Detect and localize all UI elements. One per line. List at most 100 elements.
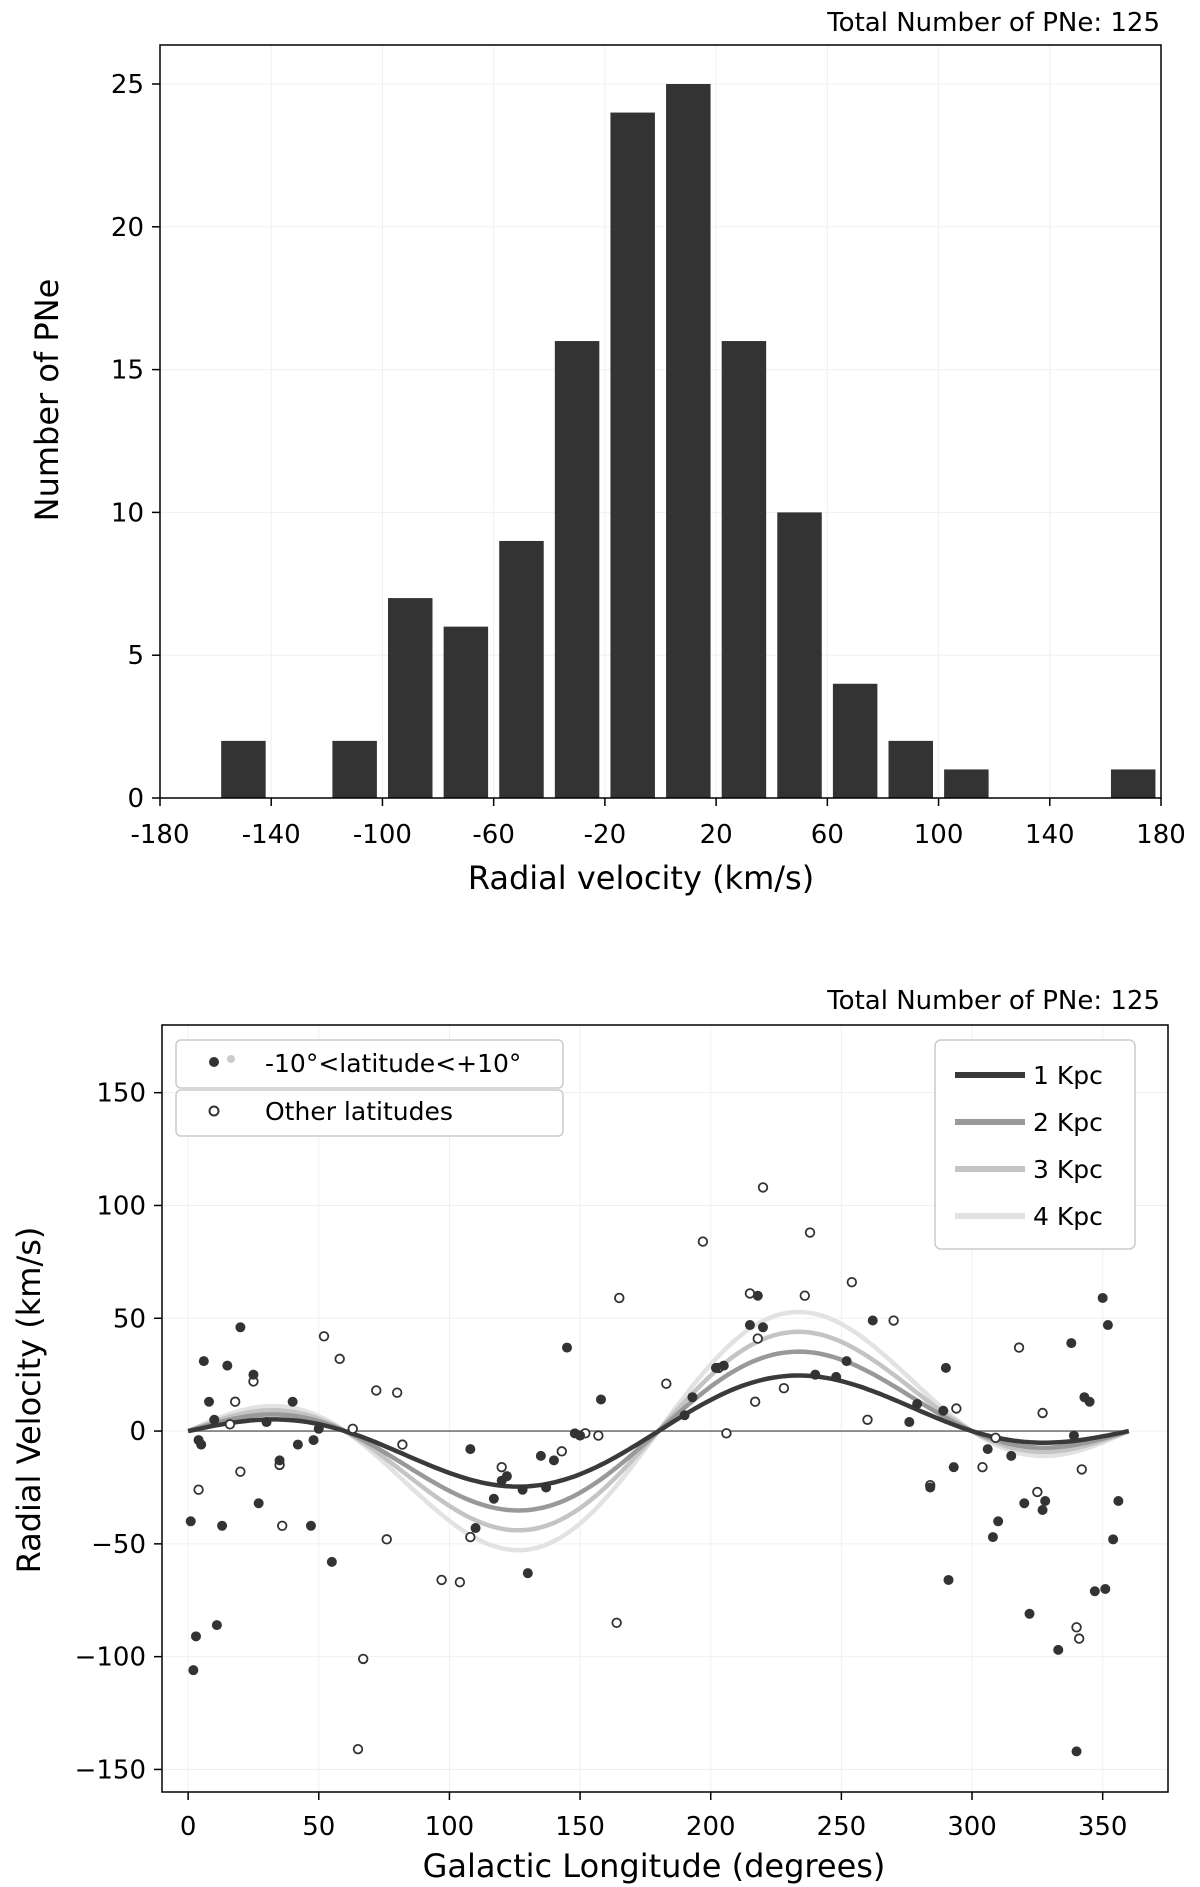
open-point bbox=[749, 1396, 761, 1407]
scatter-y-tick-label: 50 bbox=[113, 1304, 146, 1334]
open-point bbox=[556, 1446, 567, 1457]
filled-point bbox=[222, 1360, 233, 1371]
open-point bbox=[752, 1333, 763, 1344]
scatter-y-tick-label: −50 bbox=[91, 1530, 146, 1560]
open-point bbox=[318, 1331, 330, 1342]
hist-bar bbox=[944, 769, 989, 798]
scatter-x-tick-label: 300 bbox=[947, 1812, 997, 1842]
open-point bbox=[1071, 1622, 1082, 1633]
filled-point bbox=[1113, 1495, 1124, 1506]
rotation-curve-1-kpc bbox=[187, 1373, 1130, 1489]
scatter-x-tick-label: 0 bbox=[180, 1812, 197, 1842]
filled-point bbox=[274, 1455, 285, 1466]
scatter-total-note: Total Number of PNe: 125 bbox=[826, 986, 1160, 1016]
open-point bbox=[224, 1419, 236, 1430]
scatter-x-tick-label: 250 bbox=[817, 1812, 867, 1842]
scatter-x-label: Galactic Longitude (degrees) bbox=[423, 1847, 886, 1885]
filled-point bbox=[1024, 1608, 1035, 1619]
filled-point bbox=[687, 1392, 698, 1403]
hist-bars bbox=[221, 84, 1156, 798]
open-point bbox=[334, 1353, 345, 1365]
open-point bbox=[391, 1387, 403, 1398]
open-point bbox=[862, 1414, 873, 1425]
filled-point bbox=[305, 1520, 316, 1531]
filled-point bbox=[548, 1455, 559, 1466]
filled-point bbox=[196, 1439, 207, 1450]
open-marker-icon bbox=[208, 1105, 220, 1117]
filled-point bbox=[1037, 1505, 1048, 1516]
hist-bar bbox=[888, 740, 933, 798]
filled-point bbox=[308, 1435, 319, 1446]
filled-point bbox=[541, 1482, 552, 1493]
filled-point bbox=[831, 1371, 842, 1382]
open-point bbox=[358, 1653, 369, 1665]
filled-point bbox=[718, 1360, 729, 1371]
filled-point bbox=[562, 1342, 573, 1353]
filled-point bbox=[987, 1532, 998, 1543]
hist-bar bbox=[388, 598, 433, 798]
open-point bbox=[193, 1484, 204, 1495]
curve-legend-label: 2 Kpc bbox=[1033, 1108, 1103, 1137]
filled-point bbox=[217, 1520, 228, 1531]
open-point bbox=[371, 1385, 382, 1396]
hist-y-tick-label: 5 bbox=[127, 641, 144, 671]
hist-bar bbox=[332, 740, 377, 798]
open-point bbox=[347, 1423, 358, 1435]
hist-bar bbox=[610, 112, 655, 798]
filled-point bbox=[1019, 1498, 1030, 1509]
filled-point bbox=[253, 1498, 264, 1509]
filled-point bbox=[211, 1620, 222, 1631]
filled-point bbox=[190, 1631, 201, 1642]
filled-point bbox=[326, 1556, 337, 1567]
open-point bbox=[454, 1577, 466, 1588]
filled-point bbox=[904, 1417, 915, 1428]
hist-y-tick-label: 20 bbox=[111, 213, 144, 243]
open-point bbox=[990, 1432, 1001, 1444]
hist-x-tick-label: 180 bbox=[1136, 820, 1186, 850]
filled-point bbox=[948, 1462, 959, 1473]
filled-point bbox=[470, 1523, 481, 1534]
hist-bar bbox=[221, 740, 266, 798]
filled-point bbox=[1084, 1396, 1095, 1407]
curve-legend-label: 1 Kpc bbox=[1033, 1061, 1103, 1090]
hist-bar bbox=[1110, 769, 1156, 798]
hist-x-label: Radial velocity (km/s) bbox=[468, 859, 814, 897]
scatter-x-tick-label: 200 bbox=[686, 1812, 736, 1842]
curve-legend-label: 3 Kpc bbox=[1033, 1155, 1103, 1184]
filled-point bbox=[287, 1396, 298, 1407]
hist-x-tick-label: -100 bbox=[353, 820, 412, 850]
hist-x-ticks: -180 -140 -100 -60 -20 20 60 100 140 180 bbox=[130, 798, 1186, 850]
scatter-x-ticks: 0 50 100 150 200 250 300 350 bbox=[180, 1792, 1127, 1842]
filled-point bbox=[575, 1430, 586, 1441]
open-point bbox=[804, 1227, 816, 1238]
open-point bbox=[1013, 1342, 1025, 1353]
scatter-x-tick-label: 50 bbox=[302, 1812, 335, 1842]
filled-point bbox=[867, 1315, 878, 1326]
open-point bbox=[661, 1378, 672, 1389]
scatter-plot-frame bbox=[161, 1024, 1169, 1793]
open-point bbox=[276, 1520, 288, 1532]
filled-point bbox=[595, 1394, 606, 1405]
filled-point bbox=[1071, 1746, 1082, 1757]
filled-point bbox=[940, 1362, 951, 1373]
open-point bbox=[1037, 1407, 1048, 1419]
hist-y-ticks: 0 5 10 15 20 25 bbox=[111, 70, 160, 814]
filled-point bbox=[235, 1322, 246, 1333]
scatter-y-tick-label: 150 bbox=[96, 1079, 146, 1109]
filled-point bbox=[198, 1356, 209, 1367]
filled-point bbox=[1066, 1338, 1077, 1349]
scatter-x-tick-label: 150 bbox=[555, 1812, 605, 1842]
hist-x-tick-label: -180 bbox=[130, 820, 189, 850]
filled-point bbox=[938, 1405, 949, 1416]
filled-point bbox=[925, 1482, 936, 1493]
open-point bbox=[778, 1382, 790, 1394]
open-point bbox=[436, 1574, 447, 1586]
open-point bbox=[496, 1461, 507, 1473]
scatter-x-tick-label: 100 bbox=[425, 1812, 475, 1842]
hist-bar bbox=[443, 626, 489, 798]
hist-x-tick-label: -20 bbox=[584, 820, 626, 850]
points-legend: -10°<latitude<+10° Other latitudes bbox=[175, 1039, 564, 1137]
filled-point bbox=[943, 1574, 954, 1585]
open-point bbox=[697, 1236, 709, 1247]
